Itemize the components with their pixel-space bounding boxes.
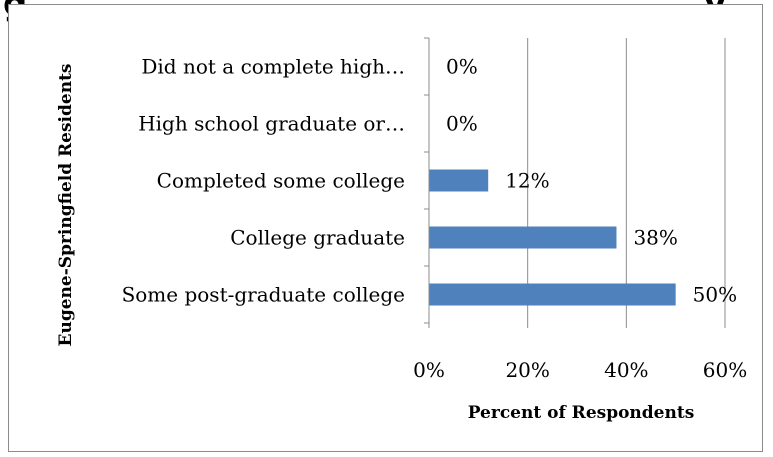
bar-4	[429, 283, 676, 306]
data-label-0: 0%	[446, 55, 478, 79]
x-axis-title: Percent of Respondents	[468, 403, 695, 423]
x-tick-label-3: 60%	[703, 358, 747, 382]
category-label-2: Completed some college	[157, 169, 405, 193]
data-label-3: 38%	[633, 226, 677, 250]
y-axis-title: Eugene-Springfield Residents	[56, 64, 76, 347]
data-label-4: 50%	[693, 283, 737, 307]
x-tick-label-0: 0%	[413, 358, 445, 382]
category-label-0: Did not a complete high…	[141, 55, 405, 79]
data-label-2: 12%	[505, 169, 549, 193]
chart-area: 0% Did not a complete high… 0% High school …	[8, 4, 763, 452]
category-label-3: College graduate	[230, 226, 405, 250]
data-label-1: 0%	[446, 112, 478, 136]
bar-2	[429, 169, 489, 192]
x-tick-label-1: 20%	[505, 358, 549, 382]
category-label-1: High school graduate or…	[138, 112, 405, 136]
bar-chart: 0% Did not a complete high… 0% High school …	[56, 37, 747, 423]
bar-3	[429, 226, 617, 249]
category-label-4: Some post-graduate college	[122, 283, 405, 307]
x-tick-label-2: 40%	[604, 358, 648, 382]
